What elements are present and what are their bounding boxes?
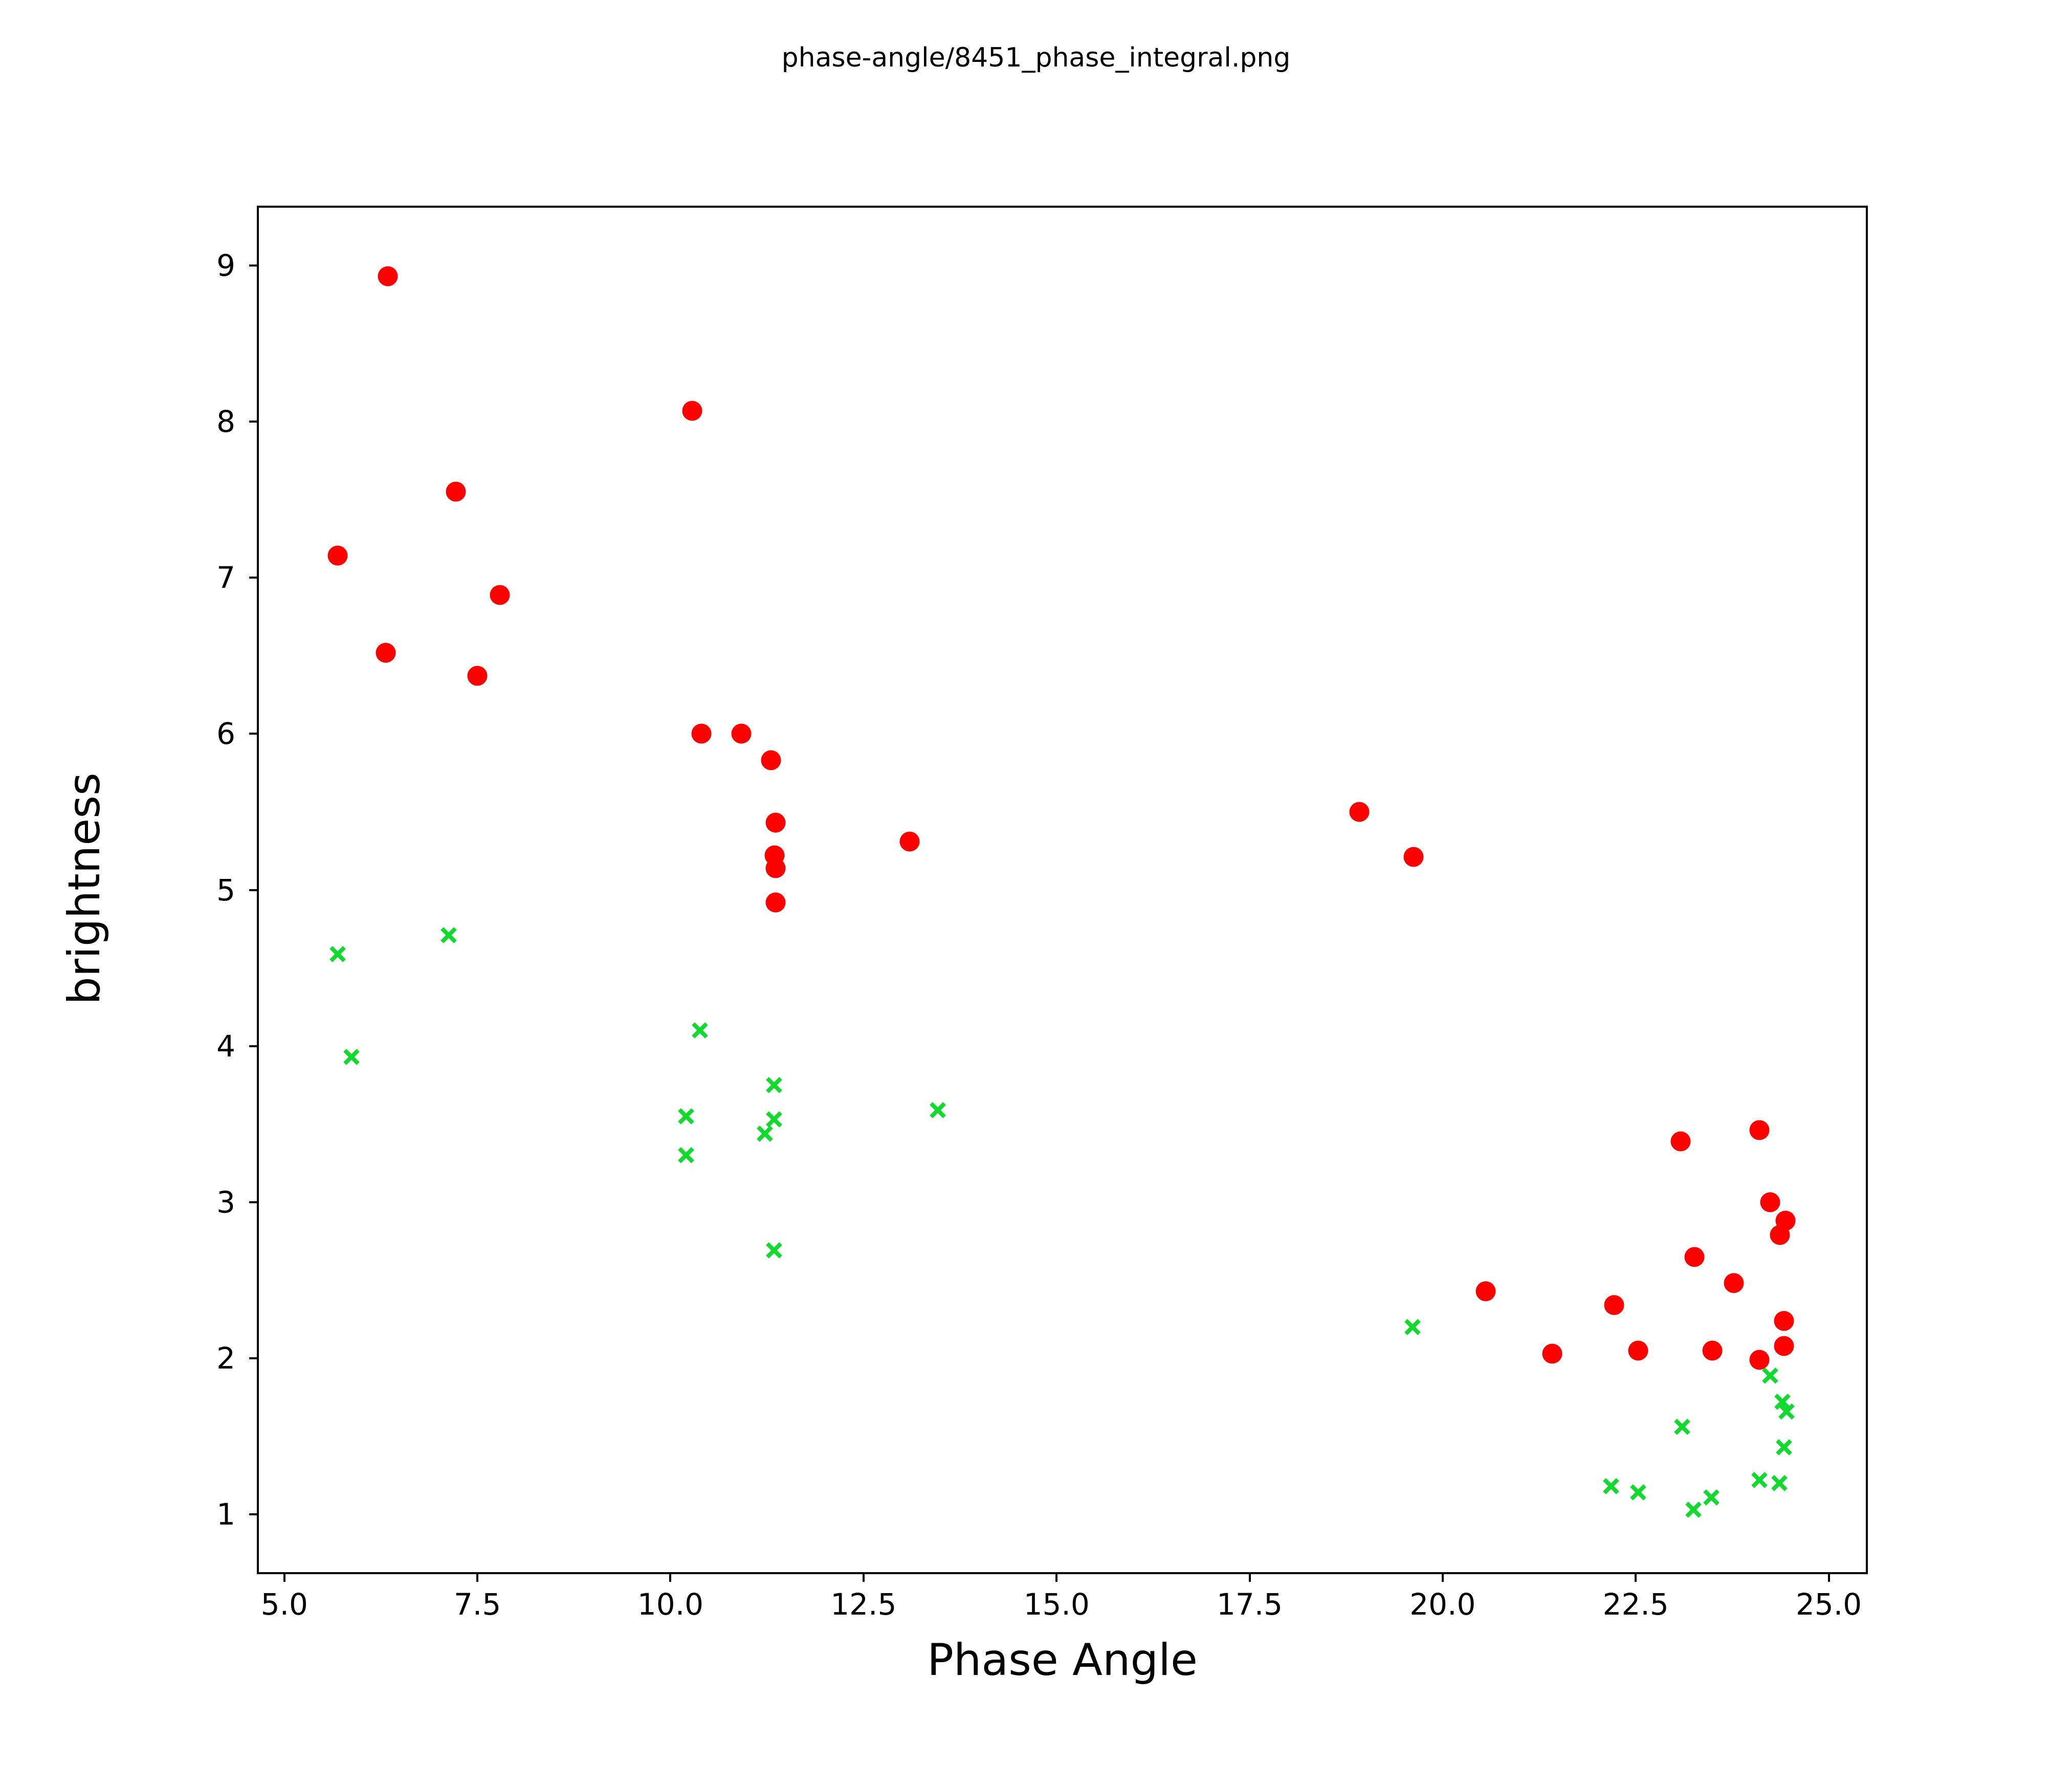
x-axis-label: Phase Angle [927,1635,1198,1686]
red-dot-marker [761,750,781,770]
y-tick-mark [249,1045,257,1047]
y-tick-label: 8 [216,404,235,439]
x-tick-mark [1055,1574,1058,1582]
red-dot-marker [1349,802,1370,822]
red-dot-marker [1770,1225,1790,1245]
red-dot-marker [1670,1131,1691,1152]
y-tick-label: 4 [216,1028,235,1064]
red-dot-marker [682,401,702,421]
green-x-marker [756,1124,774,1143]
green-x-marker [1750,1471,1769,1489]
red-dot-marker [1475,1281,1496,1301]
green-x-marker [1761,1366,1779,1385]
x-tick-label: 5.0 [260,1587,308,1622]
red-dot-marker [490,585,510,605]
red-dot-marker [376,643,396,663]
red-dot-marker [765,812,786,833]
green-x-marker [765,1241,783,1260]
green-x-marker [765,1110,783,1129]
y-tick-mark [249,1513,257,1516]
red-dot-marker [1724,1273,1744,1293]
x-tick-label: 12.5 [830,1587,897,1622]
green-x-marker [342,1048,361,1066]
green-x-marker [691,1021,709,1040]
red-dot-marker [446,481,466,502]
green-x-marker [1702,1488,1721,1507]
red-dot-marker [327,545,348,566]
plot-area: Phase Angle 5.0 7.5 10.0 12.5 15.0 17.5 20.0 22… [216,206,1868,1685]
x-tick-label: 25.0 [1795,1587,1862,1622]
red-dot-marker [1403,847,1423,867]
green-x-marker [1673,1418,1691,1436]
red-dot-marker [1749,1120,1770,1140]
y-axis-label: brightness [59,773,110,1005]
y-tick-mark [249,421,257,423]
red-dot-marker [467,666,488,686]
x-tick-mark [1827,1574,1830,1582]
x-tick-label: 10.0 [637,1587,704,1622]
plot-frame [257,206,1868,1574]
y-tick-mark [249,889,257,891]
y-tick-label: 6 [216,716,235,752]
red-dot-marker [1774,1336,1794,1356]
green-x-marker [929,1101,947,1119]
y-tick-mark [249,1357,257,1359]
green-x-marker [1403,1318,1422,1336]
green-x-marker [1775,1438,1793,1457]
x-tick-label: 7.5 [454,1587,501,1622]
y-tick-mark [249,1201,257,1203]
green-x-marker [1777,1402,1796,1421]
y-tick-mark [249,577,257,579]
x-tick-mark [476,1574,479,1582]
y-tick-label: 3 [216,1184,235,1220]
red-dot-marker [378,266,398,286]
y-tick-label: 9 [216,248,235,283]
x-tick-mark [1441,1574,1444,1582]
y-tick-label: 7 [216,560,235,595]
red-dot-marker [1702,1340,1723,1361]
x-tick-label: 15.0 [1023,1587,1090,1622]
x-tick-mark [1635,1574,1637,1582]
green-x-marker [1684,1501,1703,1519]
green-x-marker [1629,1483,1647,1502]
green-x-marker [677,1107,695,1126]
red-dot-marker [765,858,786,878]
x-tick-label: 17.5 [1216,1587,1283,1622]
red-dot-marker [731,723,752,744]
red-dot-marker [1542,1343,1562,1364]
red-dot-marker [1604,1295,1624,1315]
red-dot-marker [1749,1350,1770,1370]
green-x-marker [677,1146,695,1164]
x-tick-mark [1248,1574,1251,1582]
green-x-marker [439,926,458,944]
x-tick-mark [862,1574,865,1582]
green-x-marker [1770,1474,1789,1492]
y-tick-mark [249,733,257,735]
y-tick-label: 2 [216,1340,235,1376]
chart-title: phase-angle/8451_phase_integral.png [781,42,1291,73]
y-tick-label: 5 [216,872,235,908]
red-dot-marker [765,892,786,913]
y-tick-mark [249,264,257,267]
red-dot-marker [899,831,920,852]
green-x-marker [765,1076,783,1094]
green-x-marker [1602,1477,1620,1495]
x-tick-label: 22.5 [1602,1587,1669,1622]
red-dot-marker [691,723,712,744]
x-tick-label: 20.0 [1409,1587,1476,1622]
red-dot-marker [1760,1192,1780,1212]
red-dot-marker [1684,1247,1705,1267]
red-dot-marker [1774,1311,1794,1331]
green-x-marker [1773,1393,1792,1411]
green-x-marker [328,945,347,963]
red-dot-marker [1628,1340,1648,1361]
x-tick-mark [669,1574,672,1582]
x-tick-mark [283,1574,285,1582]
y-tick-label: 1 [216,1497,235,1532]
